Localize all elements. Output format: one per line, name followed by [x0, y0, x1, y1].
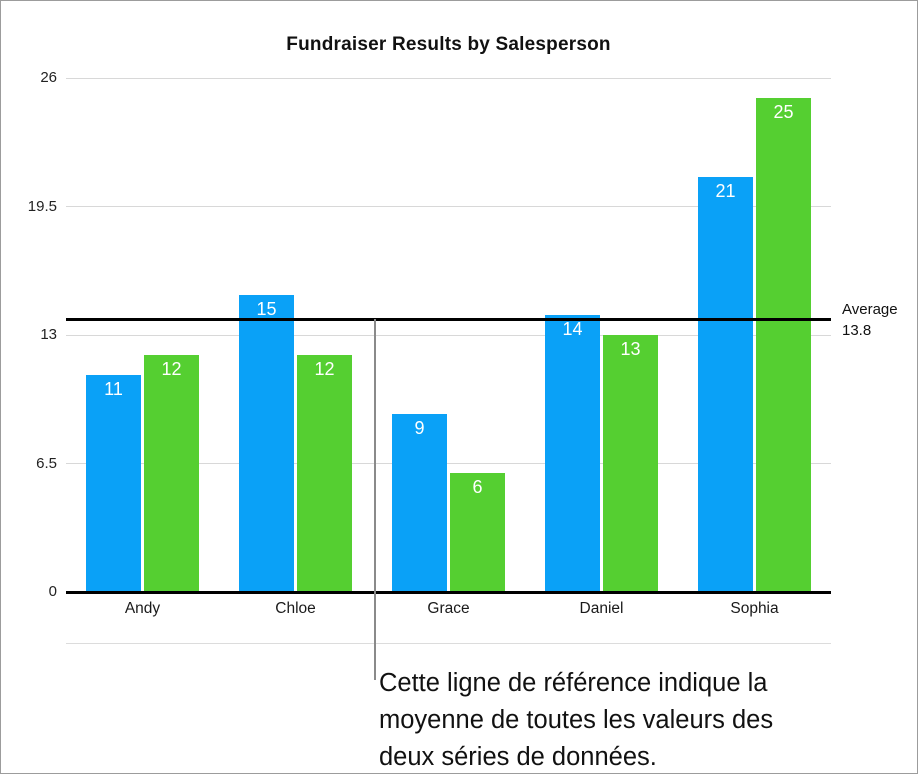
- x-axis-category-label: Chloe: [275, 600, 316, 617]
- bar-value-label: 12: [314, 358, 335, 379]
- y-gridline: [66, 206, 831, 207]
- y-gridline: [66, 463, 831, 464]
- bar-value-label: 6: [472, 477, 483, 498]
- x-axis-category-label: Andy: [124, 600, 161, 617]
- bar-series-green: 12: [144, 354, 199, 592]
- x-axis-category-label: Daniel: [579, 600, 624, 617]
- bar-series-blue: 9: [392, 414, 447, 592]
- callout-caption-line: moyenne de toutes les valeurs des: [379, 706, 774, 734]
- bar-value-label: 14: [562, 319, 583, 340]
- bar-value-label: 12: [161, 358, 182, 379]
- bar-series-blue: 11: [86, 374, 141, 592]
- callout-leader-line: [374, 319, 376, 680]
- y-gridline: [66, 77, 831, 79]
- average-reference-line: [66, 317, 831, 321]
- y-axis-tick-label: 26: [40, 69, 57, 86]
- y-axis-tick-label: 13: [40, 326, 57, 343]
- y-axis-tick-label: 0: [48, 583, 57, 600]
- bar-series-blue: 14: [545, 315, 600, 592]
- average-value-text: 13.8: [842, 322, 872, 340]
- bar-value-label: 9: [414, 418, 425, 439]
- callout-caption: Cette ligne de référence indique la moye…: [379, 665, 857, 773]
- chart-title: Fundraiser Results by Salesperson: [286, 34, 611, 55]
- average-label-text: Average: [842, 301, 898, 319]
- y-axis-tick-label: 19.5: [27, 197, 57, 215]
- bar-series-green: 13: [603, 335, 658, 592]
- y-gridline: [66, 334, 831, 336]
- bar-series-green: 6: [450, 473, 505, 592]
- bar-series-blue: 15: [239, 295, 294, 592]
- callout-caption-line: Cette ligne de référence indique la: [379, 669, 768, 697]
- bar-value-label: 25: [773, 101, 794, 122]
- bar-series-green: 12: [297, 354, 352, 592]
- x-axis-line: [66, 590, 831, 594]
- bar-value-label: 15: [256, 299, 277, 320]
- x-axis-category-label: Grace: [427, 600, 470, 617]
- bar-series-green: 25: [756, 97, 811, 592]
- x-axis-category-label: Sophia: [730, 600, 779, 617]
- bar-value-label: 11: [104, 378, 123, 399]
- y-axis-tick-label: 6.5: [36, 454, 57, 472]
- bar-value-label: 21: [715, 180, 736, 201]
- bar-value-label: 13: [620, 339, 641, 359]
- callout-caption-line: deux séries de données.: [379, 743, 657, 771]
- chart-bounds-bottom-line: [66, 643, 831, 644]
- bar-series-blue: 21: [698, 176, 753, 592]
- average-reference-label: Average 13.8: [842, 299, 917, 341]
